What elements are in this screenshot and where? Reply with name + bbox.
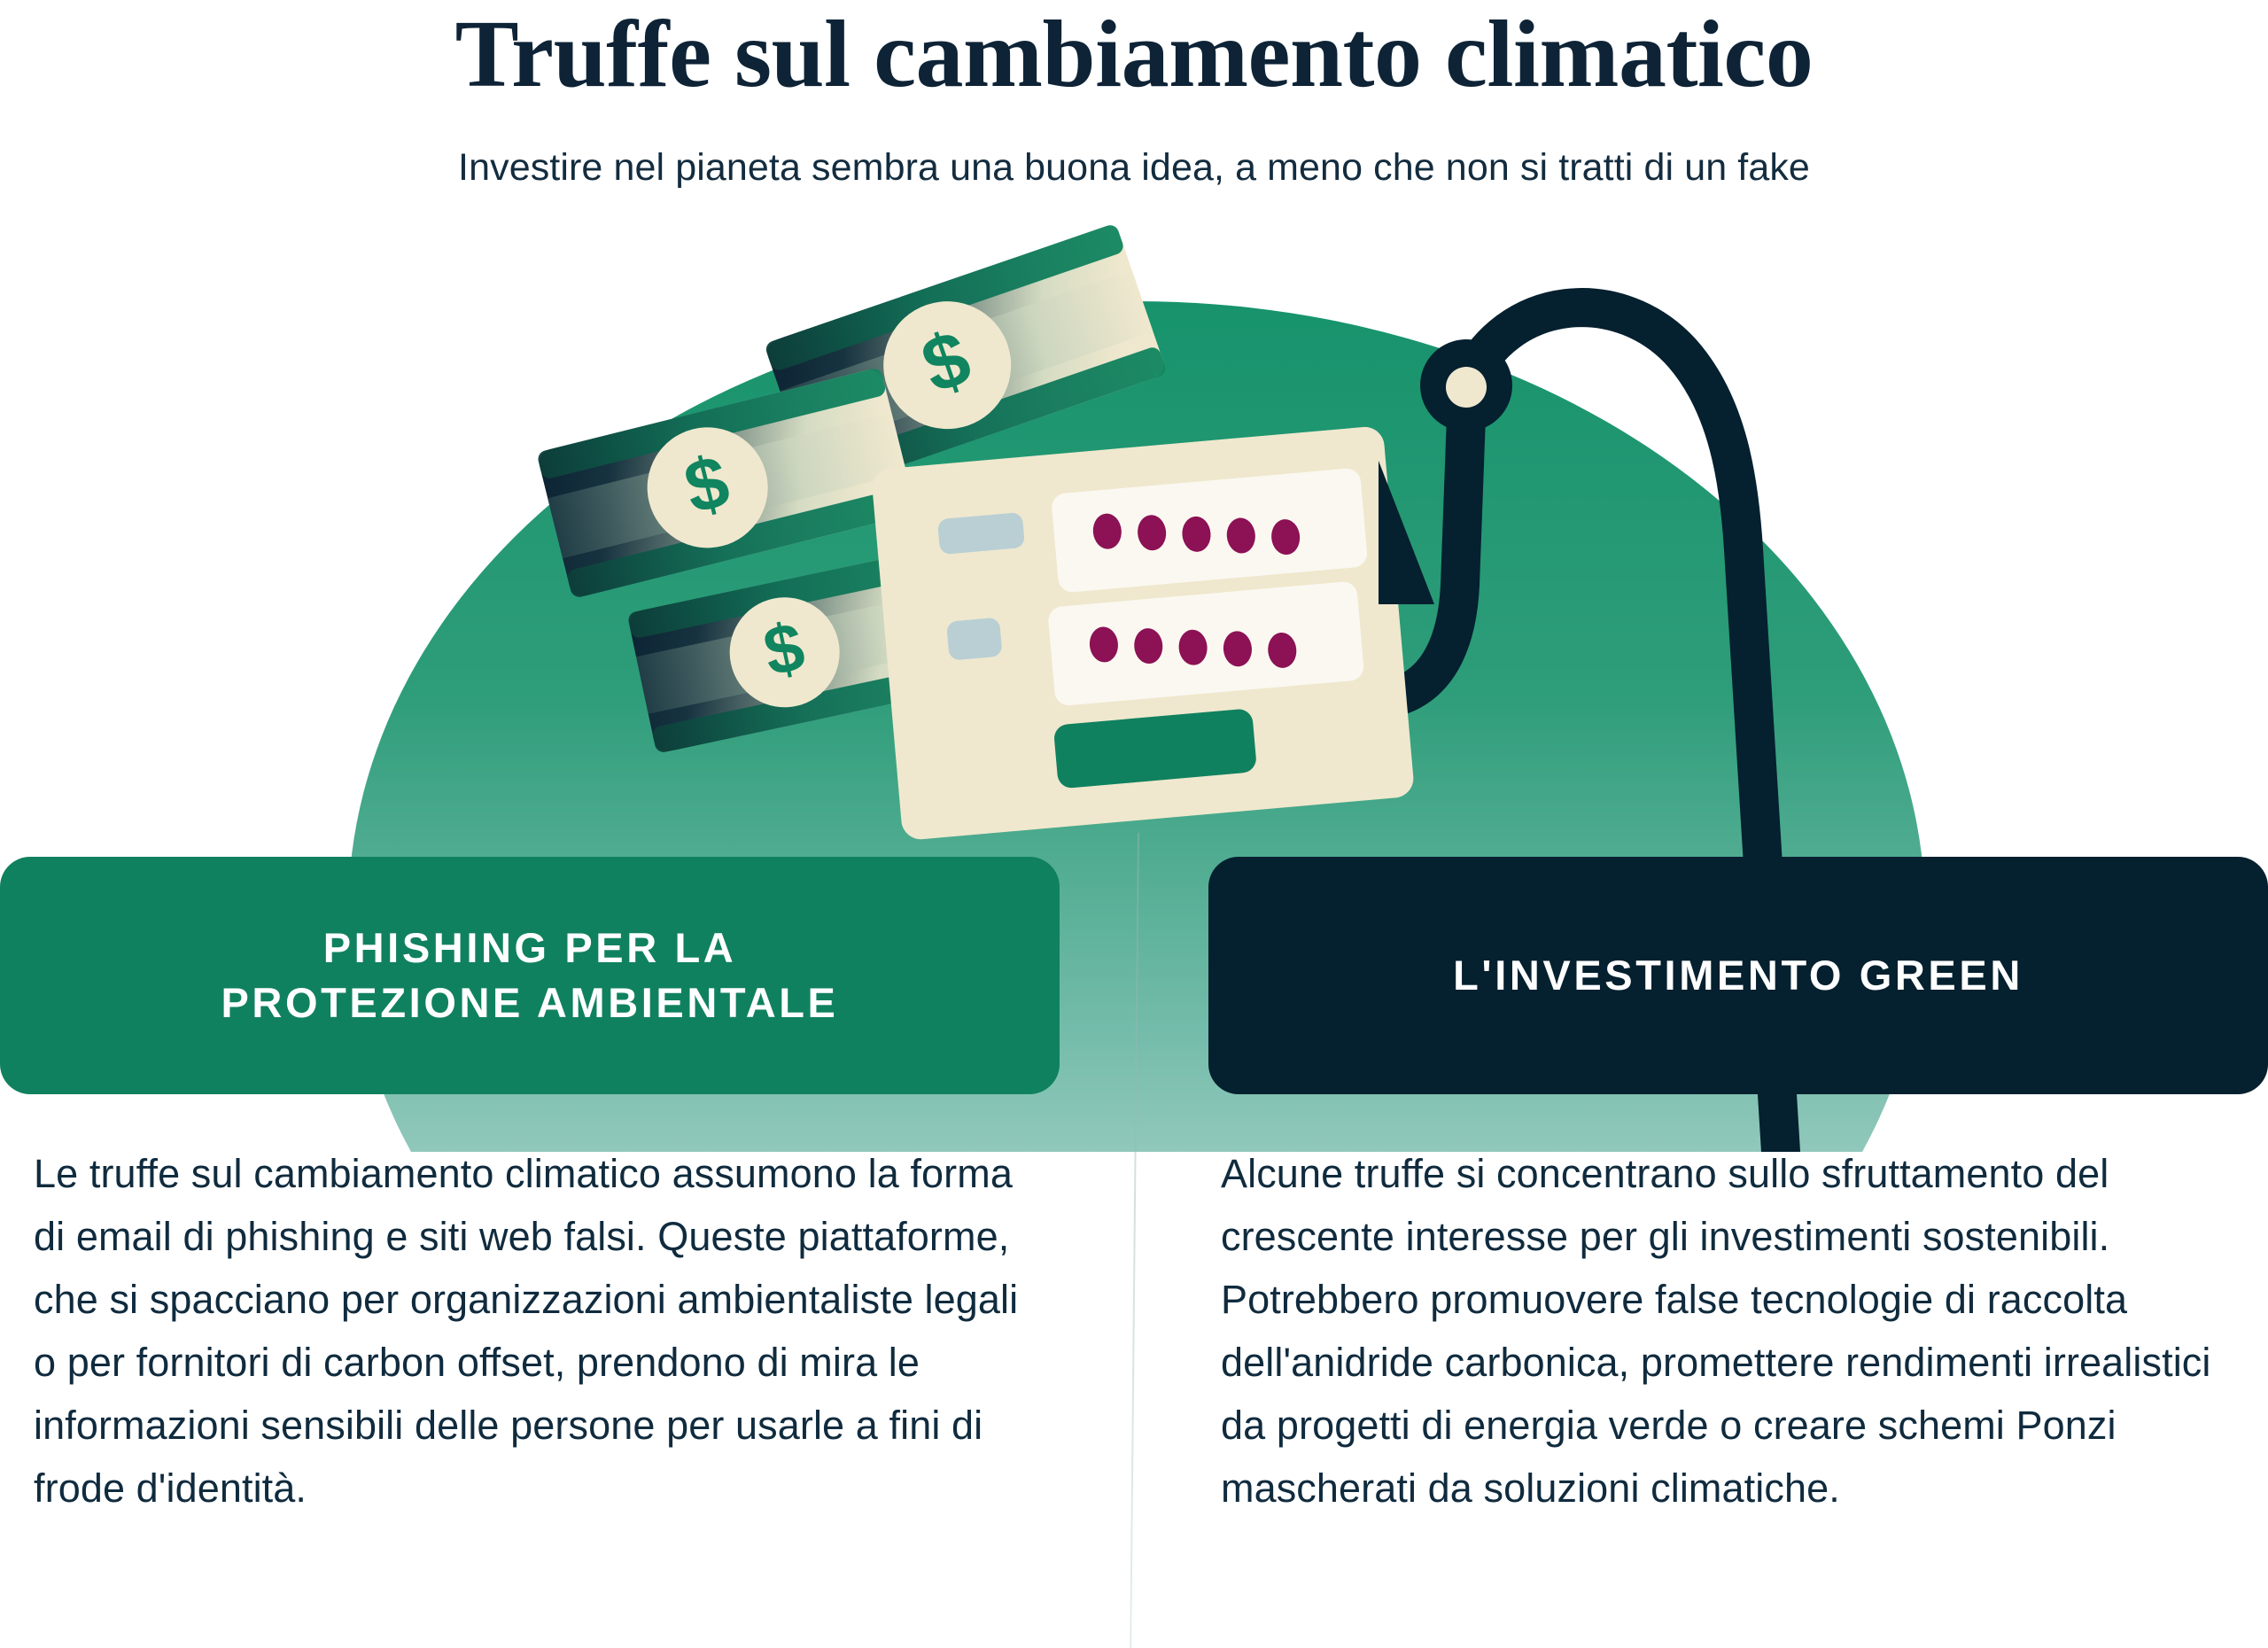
form-label-chip (947, 618, 1002, 660)
content-columns: Phishing per la protezione ambientale Le… (0, 857, 2268, 1520)
password-input-field (1052, 468, 1368, 593)
card-body-green-investment: Alcune truffe si concentrano sullo sfrut… (1221, 1151, 2211, 1512)
card-header-title: Phishing per la protezione ambientale (221, 923, 839, 1026)
card-header-phishing[interactable]: Phishing per la protezione ambientale (0, 857, 1060, 1094)
banknote-icon: $ (765, 225, 1166, 493)
svg-text:$: $ (757, 607, 811, 691)
banknote-icon: $ (628, 543, 993, 752)
card-phishing: Phishing per la protezione ambientale Le… (0, 857, 1060, 1520)
password-input-field (1048, 581, 1364, 706)
form-submit-button (1054, 709, 1256, 789)
fake-login-form (872, 426, 1414, 840)
card-green-investment: L'investimento green Alcune truffe si co… (1208, 857, 2268, 1520)
fishing-hook-eye-icon (1420, 339, 1512, 431)
page-header: Truffe sul cambiamento climatico Investi… (0, 0, 2268, 193)
card-header-green-investment[interactable]: L'investimento green (1208, 857, 2268, 1094)
form-label-chip (937, 512, 1025, 555)
fishing-hook-barb-icon (1379, 461, 1434, 604)
card-header-title: L'investimento green (1453, 951, 2023, 999)
page-title: Truffe sul cambiamento climatico (454, 2, 1814, 107)
page-subtitle: Investire nel pianeta sembra una buona i… (458, 146, 1810, 189)
svg-text:$: $ (911, 313, 981, 410)
card-body-phishing: Le truffe sul cambiamento climatico assu… (34, 1151, 1019, 1512)
svg-text:$: $ (677, 439, 737, 530)
banknote-icon: $ (538, 369, 915, 597)
password-dots (1092, 513, 1301, 556)
password-dots (1089, 626, 1297, 668)
